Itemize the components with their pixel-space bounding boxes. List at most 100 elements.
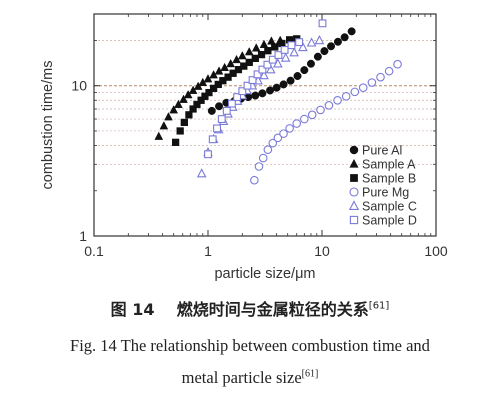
data-point-sample-a [179, 94, 188, 103]
data-point-sample-d [238, 87, 247, 96]
legend-marker-pure-mg [349, 187, 359, 197]
data-point-sample-d [263, 60, 272, 69]
data-point-pure-mg [350, 87, 360, 97]
legend-marker-pure-al [349, 145, 359, 155]
data-point-pure-al [333, 37, 342, 46]
figure-caption-english-line2: metal particle size[61] [0, 368, 500, 388]
data-point-sample-b [189, 105, 197, 113]
data-point-pure-al [347, 27, 356, 36]
x-tick-label: 0.1 [84, 243, 104, 259]
data-point-pure-mg [250, 175, 259, 185]
data-point-sample-b [224, 73, 232, 81]
data-point-sample-b [245, 58, 253, 66]
caption-cn-label: 图 14 [110, 300, 155, 319]
data-point-sample-b [251, 54, 259, 63]
y-tick-label: 10 [71, 78, 87, 94]
data-point-pure-mg [263, 145, 273, 155]
data-point-sample-d [222, 106, 231, 115]
data-point-pure-al [286, 76, 295, 85]
data-point-pure-al [207, 106, 216, 115]
data-point-sample-c [298, 41, 308, 52]
data-point-sample-b [240, 62, 248, 70]
legend-marker-sample-a [349, 158, 359, 168]
data-point-pure-mg [358, 83, 368, 92]
data-point-sample-c [289, 47, 299, 57]
data-point-pure-mg [307, 110, 317, 120]
data-point-sample-c [259, 69, 269, 80]
data-point-pure-al [251, 91, 260, 100]
figure-caption-chinese: 图 14 燃烧时间与金属粒径的关系[61] [0, 296, 500, 320]
data-point-pure-al [279, 80, 288, 89]
y-tick-label: 1 [79, 228, 87, 244]
data-point-sample-b [271, 43, 279, 51]
data-point-pure-mg [300, 114, 309, 124]
data-point-sample-d [217, 115, 226, 123]
legend-label-pure-al: Pure Al [362, 144, 402, 158]
y-axis-label: combustion time/ms [40, 61, 56, 190]
data-point-pure-al [215, 102, 224, 111]
data-point-pure-al [327, 42, 336, 51]
data-point-pure-al [293, 72, 302, 81]
data-point-sample-c [306, 37, 317, 47]
data-point-sample-d [268, 55, 277, 64]
data-point-pure-mg [316, 105, 325, 115]
data-point-sample-c [196, 168, 207, 178]
figure-caption-english-line1: Fig. 14 The relationship between combust… [70, 336, 430, 355]
legend-marker-sample-b [350, 174, 358, 182]
legend-label-sample-d: Sample D [362, 214, 417, 228]
caption-en-ref: [61] [301, 368, 319, 380]
data-point-sample-d [248, 76, 257, 85]
data-point-pure-al [313, 52, 322, 61]
x-tick-label: 100 [424, 243, 448, 259]
data-point-sample-b [229, 69, 237, 77]
data-point-pure-mg [273, 133, 283, 143]
legend-label-pure-mg: Pure Mg [362, 186, 409, 200]
data-point-sample-b [176, 127, 184, 135]
data-point-sample-d [253, 70, 262, 79]
data-point-sample-a [154, 131, 164, 140]
data-point-pure-mg [292, 119, 302, 128]
data-point-sample-a [244, 47, 254, 56]
data-point-sample-a [164, 112, 173, 121]
data-point-sample-b [197, 96, 205, 104]
data-point-sample-a [169, 105, 179, 114]
legend-marker-sample-c [348, 200, 360, 210]
data-point-sample-d [243, 81, 252, 90]
data-point-sample-d [204, 150, 212, 159]
caption-cn-text: 燃烧时间与金属粒径的关系 [176, 300, 369, 319]
data-point-pure-al [340, 33, 349, 42]
x-tick-label: 1 [204, 243, 212, 259]
data-point-pure-mg [393, 59, 402, 69]
data-point-pure-mg [324, 101, 334, 110]
caption-en-text: metal particle size [181, 368, 302, 387]
data-point-sample-a [174, 99, 183, 108]
data-point-sample-a [183, 89, 193, 99]
legend-label-sample-a: Sample A [362, 158, 416, 172]
data-point-sample-a [237, 51, 247, 60]
data-point-sample-a [259, 39, 269, 48]
caption-cn-ref: [61] [368, 300, 390, 312]
data-point-sample-d [274, 51, 283, 59]
data-point-pure-al [306, 59, 315, 68]
data-point-sample-b [180, 118, 188, 127]
data-point-sample-d [318, 19, 327, 28]
data-point-sample-d [280, 46, 289, 54]
chart: 0.1 1 10 100 1 10 Pure Al Sample A Sample B Pure… [40, 13, 448, 282]
x-axis-label: particle size/μm [214, 266, 315, 282]
data-point-sample-b [278, 39, 286, 48]
data-point-pure-mg [341, 92, 351, 101]
data-point-sample-a [188, 85, 198, 94]
legend-marker-sample-d [349, 215, 359, 225]
legend-label-sample-b: Sample B [362, 172, 416, 186]
x-tick-label: 10 [314, 243, 330, 259]
data-point-pure-mg [258, 153, 268, 163]
data-point-sample-b [185, 111, 193, 119]
data-point-pure-mg [285, 124, 294, 133]
data-point-sample-b [205, 88, 213, 97]
plot-frame [93, 13, 437, 237]
data-point-sample-b [214, 80, 222, 89]
data-point-pure-al [258, 89, 267, 98]
data-point-sample-b [193, 100, 201, 109]
data-point-sample-d [233, 93, 242, 102]
